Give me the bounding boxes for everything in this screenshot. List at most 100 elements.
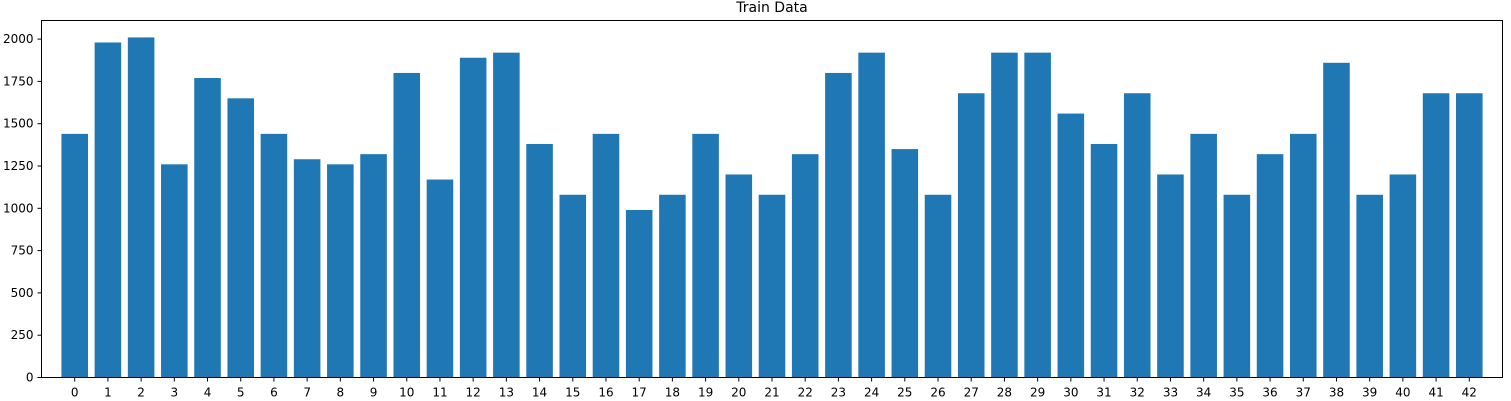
chart-title: Train Data bbox=[735, 0, 807, 16]
bar-8 bbox=[327, 164, 354, 378]
bar-32 bbox=[1123, 93, 1151, 378]
x-tick-label: 23 bbox=[831, 386, 846, 400]
bar-42 bbox=[1456, 93, 1483, 378]
x-axis: 0 1 2 3 4 5 6 7 8 9 10 11 12 13 14 15 16 17 18 19 20 21 22 23 24… bbox=[71, 377, 1477, 400]
x-tick-label: 28 bbox=[997, 386, 1012, 400]
bar-30 bbox=[1057, 113, 1085, 378]
x-tick-label: 38 bbox=[1329, 386, 1344, 400]
bar-16 bbox=[592, 133, 620, 378]
bar-17 bbox=[625, 209, 653, 378]
x-tick-label: 37 bbox=[1296, 386, 1311, 400]
bar-39 bbox=[1356, 194, 1383, 378]
x-tick-label: 34 bbox=[1196, 386, 1211, 400]
x-tick-label: 26 bbox=[930, 386, 945, 400]
bar-40 bbox=[1389, 174, 1417, 378]
bar-0 bbox=[61, 133, 88, 378]
bar-4 bbox=[194, 78, 221, 378]
bar-14 bbox=[526, 144, 553, 378]
bar-19 bbox=[692, 133, 719, 378]
bars-group bbox=[61, 37, 1483, 378]
bar-29 bbox=[1024, 52, 1051, 378]
x-tick-label: 32 bbox=[1130, 386, 1145, 400]
y-tick-label: 1750 bbox=[3, 74, 34, 88]
x-tick-label: 33 bbox=[1163, 386, 1178, 400]
x-tick-label: 29 bbox=[1030, 386, 1045, 400]
y-tick-label: 1500 bbox=[3, 117, 34, 131]
bar-37 bbox=[1289, 133, 1317, 378]
x-tick-label: 3 bbox=[170, 386, 178, 400]
y-tick-label: 250 bbox=[11, 328, 34, 342]
bar-24 bbox=[858, 52, 885, 378]
bar-36 bbox=[1256, 154, 1284, 378]
bar-12 bbox=[459, 57, 487, 378]
x-tick-label: 10 bbox=[399, 386, 414, 400]
bar-1 bbox=[94, 42, 122, 378]
bar-20 bbox=[725, 174, 753, 378]
bar-15 bbox=[559, 194, 587, 378]
x-tick-label: 39 bbox=[1362, 386, 1377, 400]
x-tick-label: 14 bbox=[532, 386, 547, 400]
x-tick-label: 36 bbox=[1262, 386, 1277, 400]
x-tick-label: 11 bbox=[432, 386, 447, 400]
x-tick-label: 9 bbox=[370, 386, 378, 400]
x-tick-label: 16 bbox=[598, 386, 613, 400]
x-tick-label: 12 bbox=[466, 386, 481, 400]
x-tick-label: 27 bbox=[964, 386, 979, 400]
x-tick-label: 8 bbox=[337, 386, 345, 400]
x-tick-label: 1 bbox=[104, 386, 112, 400]
bar-34 bbox=[1190, 133, 1217, 378]
y-axis: 0 250 500 750 1000 1250 1500 1750 2000 bbox=[3, 32, 42, 385]
x-tick-label: 42 bbox=[1462, 386, 1477, 400]
y-tick-label: 1000 bbox=[3, 201, 34, 215]
bar-11 bbox=[426, 179, 454, 378]
y-tick-label: 500 bbox=[11, 286, 34, 300]
y-tick-label: 0 bbox=[26, 371, 34, 385]
x-tick-label: 24 bbox=[864, 386, 879, 400]
bar-2 bbox=[127, 37, 155, 378]
y-tick-label: 1250 bbox=[3, 159, 34, 173]
bar-27 bbox=[957, 93, 985, 378]
y-tick-label: 2000 bbox=[3, 32, 34, 46]
y-tick-label: 750 bbox=[11, 244, 34, 258]
bar-28 bbox=[991, 52, 1018, 378]
bar-31 bbox=[1090, 144, 1118, 378]
x-tick-label: 0 bbox=[71, 386, 79, 400]
x-tick-label: 4 bbox=[204, 386, 212, 400]
bar-26 bbox=[924, 194, 952, 378]
bar-22 bbox=[791, 154, 819, 378]
x-tick-label: 15 bbox=[565, 386, 580, 400]
bar-21 bbox=[758, 194, 786, 378]
bar-18 bbox=[659, 194, 686, 378]
bar-23 bbox=[825, 72, 852, 378]
bar-6 bbox=[260, 133, 288, 378]
bar-38 bbox=[1323, 62, 1350, 378]
x-tick-label: 25 bbox=[897, 386, 912, 400]
bar-10 bbox=[393, 72, 421, 378]
x-tick-label: 31 bbox=[1096, 386, 1111, 400]
bar-35 bbox=[1223, 194, 1251, 378]
x-tick-label: 18 bbox=[665, 386, 680, 400]
x-tick-label: 5 bbox=[237, 386, 245, 400]
x-tick-label: 21 bbox=[764, 386, 779, 400]
x-tick-label: 41 bbox=[1428, 386, 1443, 400]
x-tick-label: 2 bbox=[137, 386, 145, 400]
bar-41 bbox=[1422, 93, 1450, 378]
x-tick-label: 22 bbox=[798, 386, 813, 400]
bar-5 bbox=[227, 98, 255, 378]
bar-3 bbox=[161, 164, 188, 378]
x-tick-label: 19 bbox=[698, 386, 713, 400]
x-tick-label: 6 bbox=[270, 386, 278, 400]
x-tick-label: 40 bbox=[1395, 386, 1410, 400]
bar-33 bbox=[1157, 174, 1184, 378]
x-tick-label: 30 bbox=[1063, 386, 1078, 400]
x-tick-label: 20 bbox=[731, 386, 746, 400]
x-tick-label: 35 bbox=[1229, 386, 1244, 400]
bar-13 bbox=[493, 52, 520, 378]
bar-7 bbox=[293, 159, 321, 378]
bar-9 bbox=[360, 154, 387, 378]
x-tick-label: 17 bbox=[632, 386, 647, 400]
plot-frame bbox=[41, 20, 1503, 378]
bar-25 bbox=[891, 149, 919, 378]
x-tick-label: 7 bbox=[303, 386, 311, 400]
